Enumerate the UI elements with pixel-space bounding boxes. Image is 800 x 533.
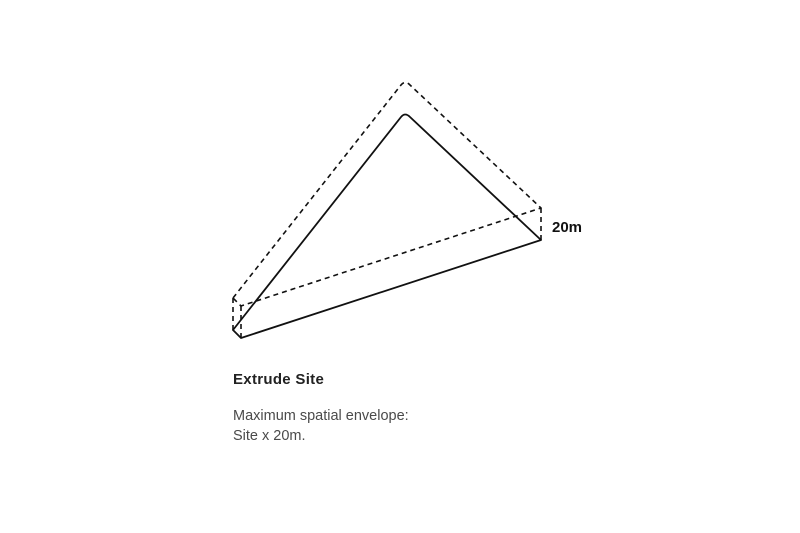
caption-line-1: Maximum spatial envelope: bbox=[233, 408, 409, 424]
extrusion-vertical-edges bbox=[232, 208, 542, 338]
caption-title: Extrude Site bbox=[233, 371, 325, 388]
extruded-envelope-top bbox=[232, 81, 542, 307]
caption-line-2: Site x 20m. bbox=[233, 428, 306, 444]
site-footprint bbox=[232, 113, 542, 339]
height-label: 20m bbox=[552, 219, 582, 236]
caption: Extrude Site Maximum spatial envelope: S… bbox=[233, 371, 633, 446]
